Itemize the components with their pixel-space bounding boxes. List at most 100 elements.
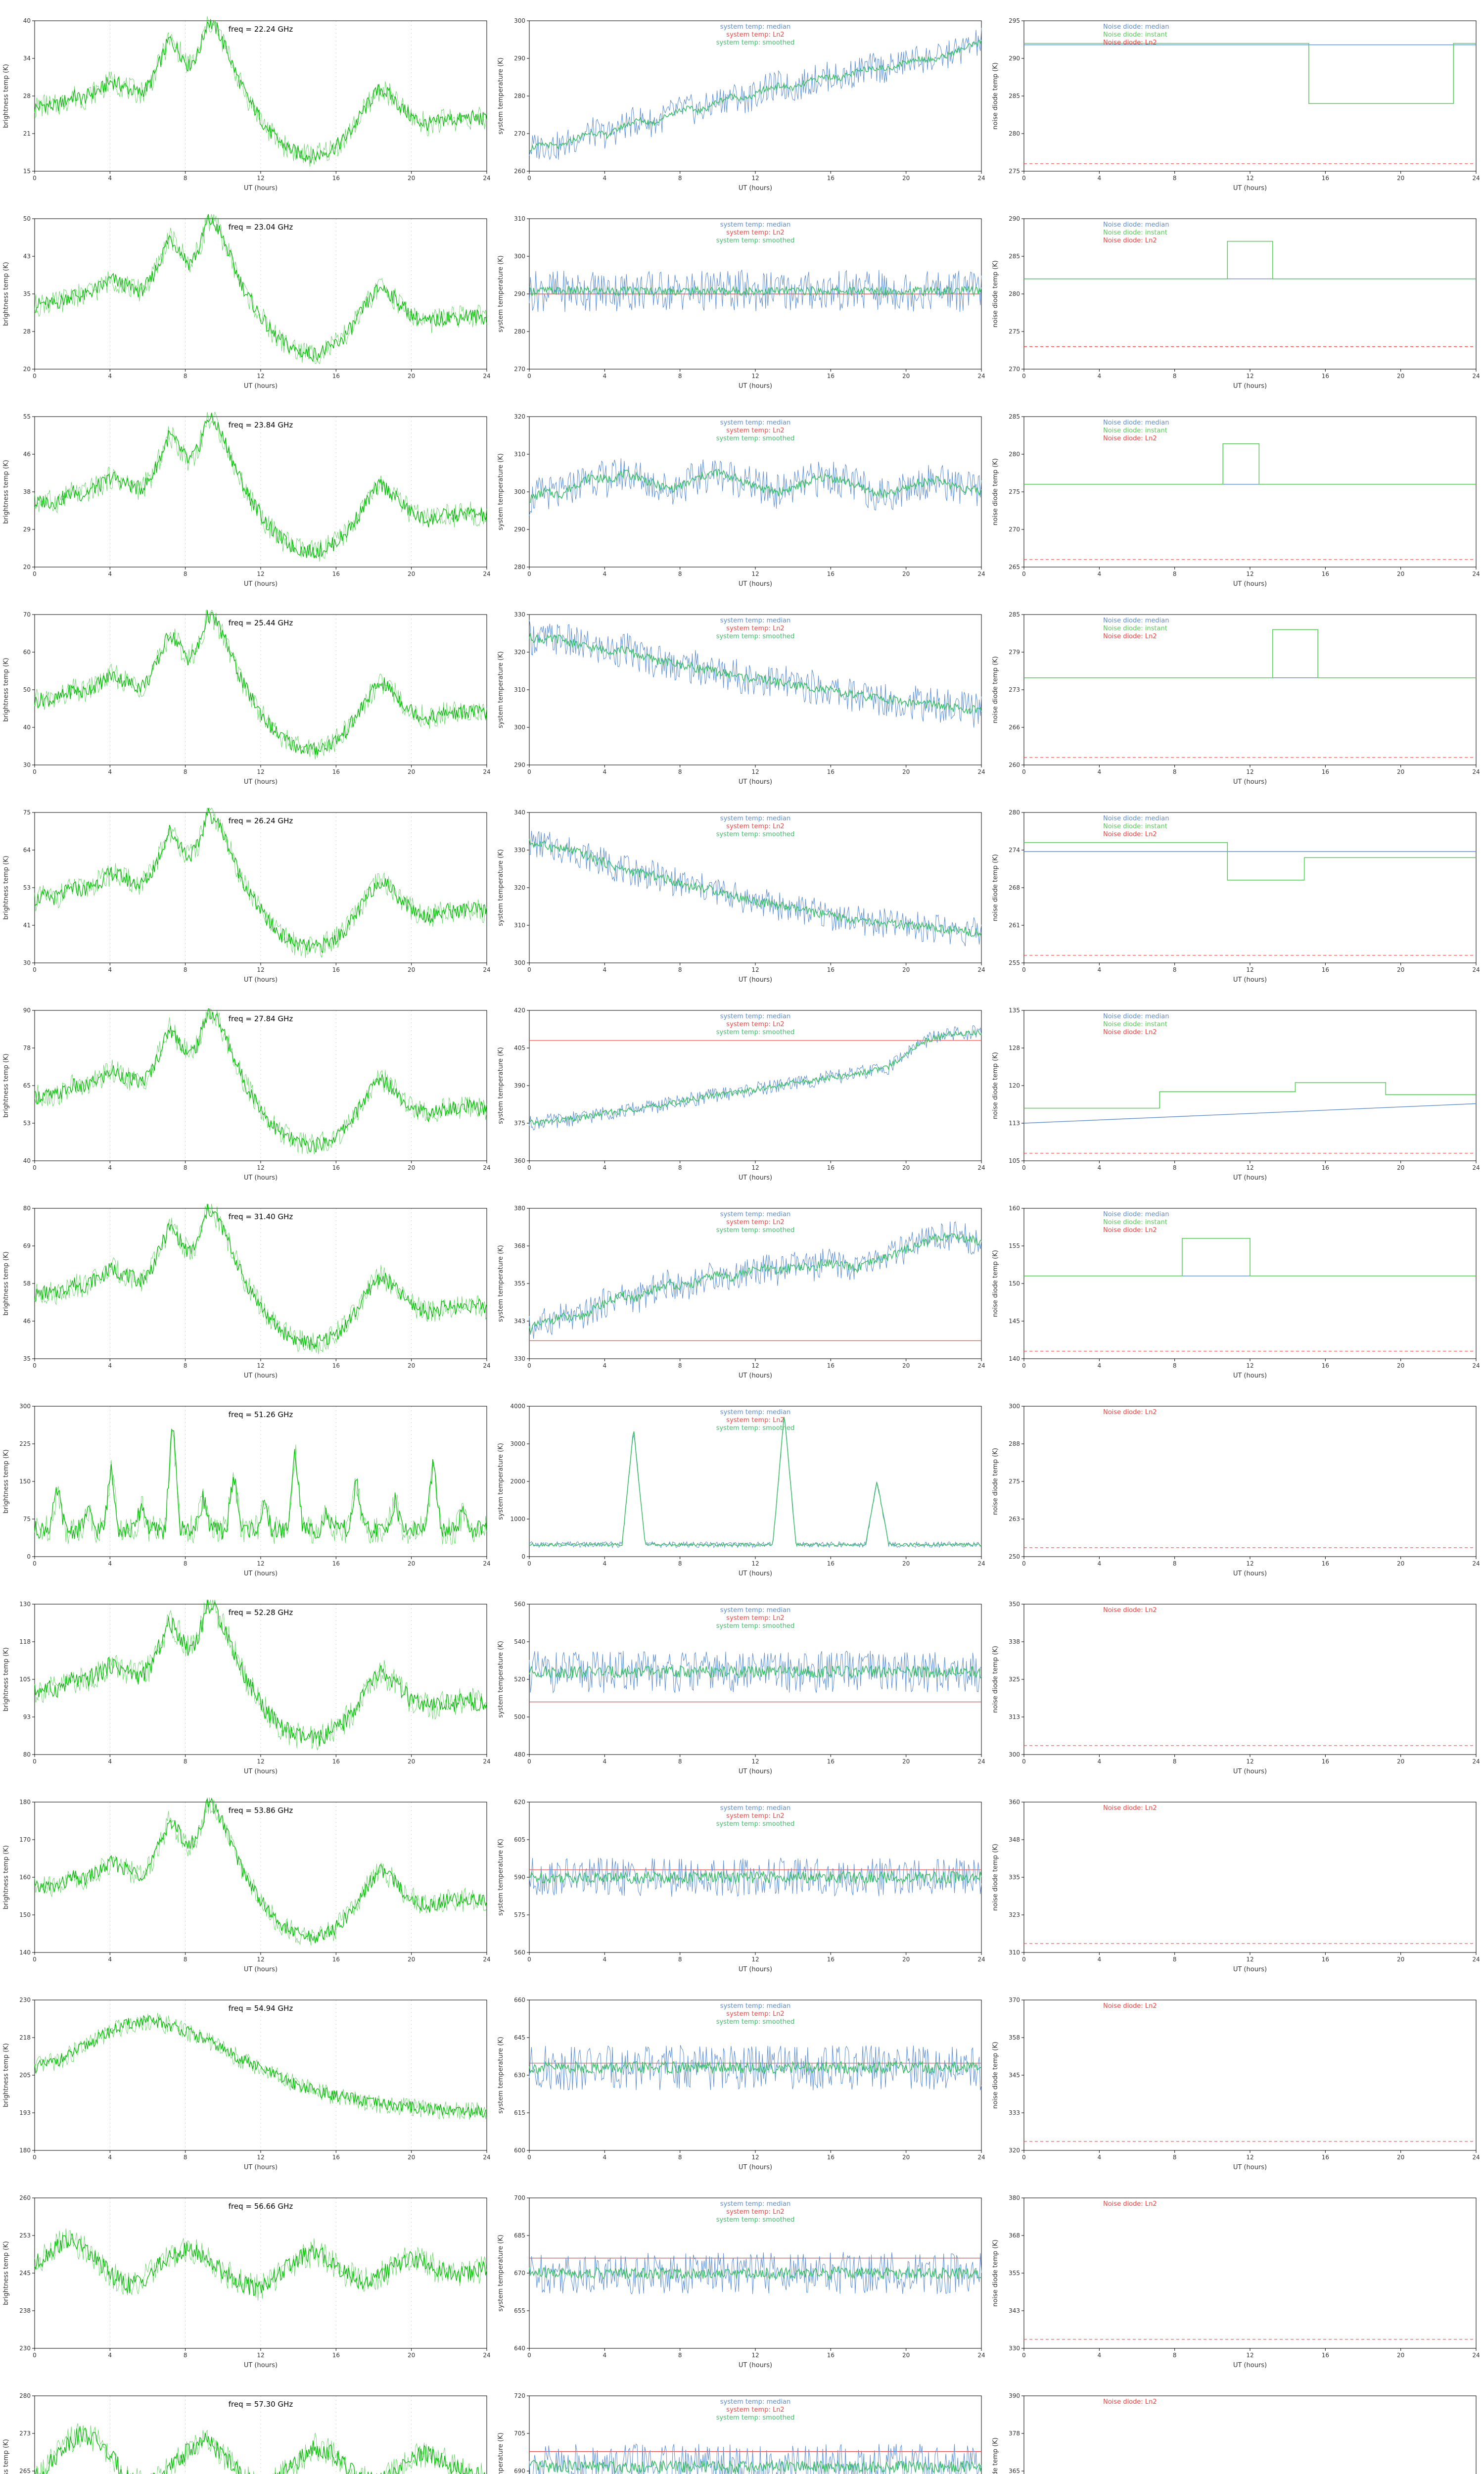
x-tick-label: 24 (483, 1956, 490, 1963)
x-tick-label: 16 (827, 1164, 835, 1171)
y-axis-label: brightness temp (K) (2, 64, 10, 128)
y-axis-label: noise diode temp (K) (992, 2042, 999, 2109)
x-tick-label: 0 (1022, 571, 1026, 577)
y-axis-label: brightness temp (K) (2, 2439, 10, 2474)
spectrum-panel: 0 4 8 12 16 20 24 180 193 205 218 230 UT (hours) brig… (0, 1979, 495, 2177)
x-tick-label: 0 (527, 175, 531, 182)
systemp-panel: 0 4 8 12 16 20 24 640 655 670 685 700 UT (hours) syst… (495, 2177, 989, 2375)
systemp-smoothed-trace (529, 2459, 982, 2474)
x-tick-label: 0 (33, 1164, 37, 1171)
x-axis-label: UT (hours) (739, 1372, 772, 1380)
x-tick-label: 20 (408, 2154, 415, 2161)
x-tick-label: 12 (257, 1758, 264, 1765)
y-tick-label: 700 (514, 2194, 525, 2201)
spectrum-scatter-trace (34, 1430, 487, 1545)
x-axis-label: UT (hours) (244, 1174, 278, 1182)
plot-row: 04812162024250258265273280UT (hours)brig… (0, 2375, 1484, 2474)
y-tick-label: 130 (19, 1601, 31, 1608)
y-tick-label: 30 (23, 761, 31, 768)
y-tick-label: 380 (1009, 2194, 1020, 2201)
plot-frame (1023, 1208, 1477, 1359)
legend-entry: system temp: Ln2 (726, 427, 784, 434)
y-tick-label: 295 (1009, 17, 1020, 24)
systemp-panel: 0 4 8 12 16 20 24 600 615 630 645 660 UT (hours) syst… (495, 1979, 989, 2177)
y-tick-label: 300 (1009, 1403, 1020, 1410)
x-tick-label: 0 (527, 1164, 531, 1171)
x-tick-label: 20 (408, 1362, 415, 1369)
y-axis-label: brightness temp (K) (2, 658, 10, 722)
x-tick-label: 4 (1098, 175, 1102, 182)
x-tick-label: 12 (751, 1164, 759, 1171)
x-tick-label: 0 (527, 768, 531, 775)
freq-title: freq = 27.84 GHz (229, 1014, 293, 1023)
systemp-median-trace (529, 619, 982, 728)
plot-row: 0 4 8 12 16 20 24 20 29 38 46 55 UT (hours) brightnes… (0, 396, 1484, 594)
y-tick-label: 230 (19, 2345, 31, 2352)
y-tick-label: 620 (514, 1799, 525, 1806)
systemp-panel: 0 4 8 12 16 20 24 300 310 320 330 340 UT (hours) syst… (495, 792, 989, 990)
x-tick-label: 16 (827, 2352, 835, 2359)
y-axis-label: system temperature (K) (497, 2037, 505, 2114)
y-tick-label: 690 (514, 2468, 525, 2474)
x-tick-label: 4 (603, 1758, 607, 1765)
freq-title: freq = 23.04 GHz (229, 223, 293, 232)
x-tick-label: 8 (678, 1956, 682, 1963)
y-tick-label: 368 (1009, 2232, 1020, 2239)
legend-entry: Noise diode: instant (1103, 823, 1167, 830)
noise-diode-panel: 0 4 8 12 16 20 24 140 145 150 155 160 UT (hours) nois… (989, 1188, 1484, 1385)
legend-entry: Noise diode: Ln2 (1103, 237, 1157, 244)
legend-entry: system temp: smoothed (716, 1029, 795, 1036)
y-tick-label: 313 (1009, 1713, 1020, 1720)
x-tick-label: 12 (1246, 175, 1253, 182)
y-tick-label: 338 (1009, 1638, 1020, 1645)
x-tick-label: 0 (527, 1560, 531, 1567)
legend-entry: system temp: median (720, 815, 790, 822)
x-tick-label: 0 (1022, 1560, 1026, 1567)
y-tick-label: 280 (514, 564, 525, 571)
x-tick-label: 12 (1246, 2352, 1253, 2359)
legend-entry: Noise diode: Ln2 (1103, 2200, 1157, 2208)
spectrum-trace (34, 413, 487, 559)
spectrum-scatter-trace (34, 1008, 487, 1155)
x-tick-label: 0 (527, 571, 531, 577)
x-tick-label: 16 (827, 1560, 835, 1567)
x-tick-label: 16 (332, 966, 340, 973)
noise-diode-panel: 04812162024340353365378390UT (hours)nois… (989, 2375, 1484, 2474)
legend-entry: system temp: median (720, 1013, 790, 1020)
x-tick-label: 24 (1472, 768, 1480, 775)
freq-title: freq = 57.30 GHz (229, 2400, 293, 2409)
systemp-plot: 0 4 8 12 16 20 24 330 343 355 368 380 UT (hours) syst… (497, 1205, 985, 1380)
x-tick-label: 12 (751, 571, 759, 577)
x-axis-label: UT (hours) (1233, 1966, 1267, 1973)
x-tick-label: 20 (902, 966, 910, 973)
x-tick-label: 4 (1098, 571, 1102, 577)
y-tick-label: 605 (514, 1836, 525, 1843)
y-axis-label: brightness temp (K) (2, 1647, 10, 1712)
y-tick-label: 140 (1009, 1355, 1020, 1362)
x-tick-label: 12 (751, 2352, 759, 2359)
plot-row: 0 4 8 12 16 20 24 35 46 58 69 80 UT (hours) brightnes… (0, 1188, 1484, 1385)
systemp-plot: 0 4 8 12 16 20 24 640 655 670 685 700 UT (hours) syst… (497, 2194, 985, 2369)
x-tick-label: 12 (1246, 1560, 1253, 1567)
y-tick-label: 50 (23, 215, 31, 222)
x-tick-label: 20 (1397, 966, 1404, 973)
y-tick-label: 600 (514, 2147, 525, 2154)
x-tick-label: 16 (1322, 966, 1329, 973)
y-axis-label: system temperature (K) (497, 1641, 505, 1718)
x-tick-label: 8 (184, 1758, 187, 1765)
y-tick-label: 348 (1009, 1836, 1020, 1843)
y-tick-label: 150 (1009, 1280, 1020, 1287)
x-axis-label: UT (hours) (1233, 1174, 1267, 1182)
systemp-plot: 0 4 8 12 16 20 24 260 270 280 290 300 UT (hours) syst… (497, 17, 985, 192)
freq-title: freq = 51.26 GHz (229, 1410, 293, 1419)
noise-diode-panel: 0 4 8 12 16 20 24 330 343 355 368 380 UT (hours) nois… (989, 2177, 1484, 2375)
x-tick-label: 24 (483, 1164, 490, 1171)
y-tick-label: 0 (521, 1553, 525, 1560)
x-axis-label: UT (hours) (739, 778, 772, 786)
x-axis-label: UT (hours) (244, 1372, 278, 1380)
y-tick-label: 310 (514, 215, 525, 222)
y-tick-label: 145 (1009, 1318, 1020, 1325)
noise-instant-steps (1024, 842, 1476, 881)
systemp-smoothed-trace (529, 1232, 982, 1334)
